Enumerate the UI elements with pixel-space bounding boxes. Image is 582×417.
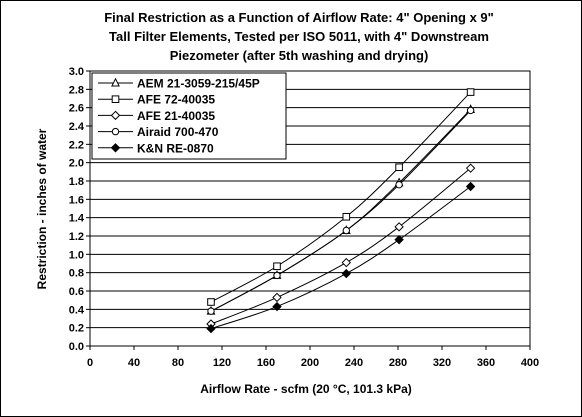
y-axis-title: Restriction - inches of water bbox=[35, 128, 49, 289]
x-tick-label: 80 bbox=[172, 357, 184, 369]
legend-label: AFE 21-40035 bbox=[137, 109, 215, 123]
series-2 bbox=[207, 88, 475, 306]
data-point bbox=[395, 180, 403, 189]
y-tick-label: 1.2 bbox=[69, 231, 84, 243]
x-tick-label: 360 bbox=[477, 357, 495, 369]
legend-item: Airaid 700-470 bbox=[98, 125, 219, 139]
legend-marker bbox=[110, 110, 121, 121]
title-line-3: Piezometer (after 5th washing and drying… bbox=[170, 48, 429, 63]
legend-marker bbox=[111, 127, 120, 136]
data-point bbox=[272, 301, 282, 312]
y-tick-label: 1.6 bbox=[69, 194, 84, 206]
legend-marker bbox=[110, 143, 121, 153]
legend-label: Airaid 700-470 bbox=[137, 125, 219, 139]
data-point bbox=[207, 307, 215, 315]
chart-title: Final Restriction as a Function of Airfl… bbox=[104, 10, 494, 63]
legend-marker bbox=[111, 77, 120, 87]
x-tick-label: 240 bbox=[345, 357, 363, 369]
data-point bbox=[466, 88, 475, 96]
y-tick-label: 2.2 bbox=[69, 139, 84, 151]
x-tick-label: 0 bbox=[87, 357, 93, 369]
legend-item: AFE 21-40035 bbox=[98, 109, 215, 123]
data-point bbox=[341, 268, 352, 279]
x-tick-label: 200 bbox=[301, 357, 319, 369]
legend-item: AFE 72-40035 bbox=[98, 93, 215, 107]
data-point bbox=[341, 257, 352, 268]
y-tick-label: 1.4 bbox=[69, 213, 85, 225]
data-point bbox=[395, 163, 403, 172]
data-point bbox=[207, 298, 215, 306]
data-point bbox=[465, 181, 476, 192]
y-tick-label: 1.0 bbox=[69, 249, 84, 261]
y-tick-label: 0.2 bbox=[69, 323, 84, 335]
data-point bbox=[273, 262, 281, 271]
data-point bbox=[465, 163, 476, 173]
y-tick-label: 0.6 bbox=[69, 286, 84, 298]
y-tick-label: 0.4 bbox=[69, 304, 85, 316]
x-tick-label: 40 bbox=[128, 357, 140, 369]
x-tick-label: 400 bbox=[521, 357, 539, 369]
x-tick-label: 160 bbox=[257, 357, 275, 369]
series-line bbox=[210, 186, 471, 330]
data-point bbox=[342, 212, 351, 221]
legend-label: K&N RE-0870 bbox=[137, 141, 214, 155]
series-4 bbox=[207, 106, 475, 315]
series-3 bbox=[206, 163, 476, 329]
x-tick-label: 280 bbox=[389, 357, 407, 369]
x-axis: 0 40 80 120 160 200 240 280 320 360 400 bbox=[87, 346, 539, 369]
data-point bbox=[394, 234, 404, 245]
data-point bbox=[272, 292, 282, 303]
series-line bbox=[210, 167, 471, 325]
data-point bbox=[342, 226, 350, 235]
y-tick-label: 2.8 bbox=[69, 84, 84, 96]
y-tick-label: 0.8 bbox=[69, 268, 84, 280]
data-point bbox=[394, 222, 404, 232]
legend-marker bbox=[111, 95, 120, 104]
y-tick-label: 2.4 bbox=[69, 121, 85, 133]
x-tick-label: 320 bbox=[433, 357, 451, 369]
series-5 bbox=[206, 181, 476, 334]
x-tick-label: 120 bbox=[213, 357, 231, 369]
legend-label: AFE 72-40035 bbox=[137, 93, 215, 107]
legend-item: K&N RE-0870 bbox=[98, 141, 214, 155]
y-axis: 0.0 0.2 0.4 0.6 0.8 1.0 1.2 1.4 1.6 1.8 2.0 2.2 2.4 2… bbox=[69, 66, 90, 353]
legend-label: AEM 21-3059-215/45P bbox=[137, 77, 260, 91]
legend: AEM 21-3059-215/45P AFE 72-40035 AFE 21-40… bbox=[91, 72, 287, 160]
y-tick-label: 0.0 bbox=[69, 341, 84, 353]
data-point bbox=[206, 323, 216, 334]
y-tick-label: 2.6 bbox=[69, 103, 84, 115]
y-tick-label: 1.8 bbox=[69, 176, 84, 188]
legend-box bbox=[91, 72, 287, 160]
y-tick-label: 2.0 bbox=[69, 158, 84, 170]
data-point bbox=[466, 106, 475, 115]
x-axis-title: Airflow Rate - scfm (20 °C, 101.3 kPa) bbox=[200, 382, 412, 396]
y-tick-label: 3.0 bbox=[69, 66, 84, 78]
title-line-1: Final Restriction as a Function of Airfl… bbox=[104, 10, 494, 25]
series-lines bbox=[206, 88, 476, 334]
title-line-2: Tall Filter Elements, Tested per ISO 501… bbox=[109, 29, 489, 44]
legend-item: AEM 21-3059-215/45P bbox=[98, 77, 260, 91]
data-point bbox=[273, 271, 281, 280]
